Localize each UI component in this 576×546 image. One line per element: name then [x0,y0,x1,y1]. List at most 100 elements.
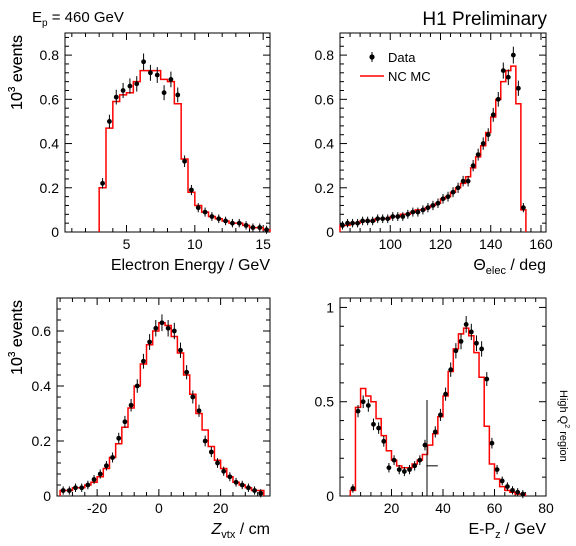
y-tick-label: 0.8 [40,47,60,63]
y-label-base: 10 [9,92,26,110]
y-label-exponent: 3 [7,86,18,92]
data-point [463,322,469,327]
data-point [340,222,345,228]
plot-frame [56,297,271,497]
data-point [128,402,134,408]
data-point [243,222,249,228]
data-point [216,216,222,222]
data-point [103,463,109,469]
data-point [458,338,464,344]
plot-frame [64,32,271,233]
data-point [168,77,174,82]
data-point [494,467,500,472]
x-tick-label: 20 [213,500,229,516]
x-tick-label: 10 [187,236,203,252]
data-point [500,68,506,73]
y-label-unit: events [9,300,26,352]
high-q2-superscript: 2 [563,424,570,428]
x-tick-label: 15 [255,236,271,252]
data-point [365,403,371,408]
data-point [381,438,387,444]
data-point [350,220,355,226]
data-point [395,214,401,219]
x-tick-label: 80 [538,500,554,516]
data-point [515,489,521,495]
y-label-unit: events [9,35,26,87]
data-point [504,484,510,489]
high-q2-region-note: High Q2 region [557,390,570,462]
data-point [400,214,406,219]
y-label-unit: events [9,300,26,352]
data-point [520,491,526,497]
data-point [380,216,386,222]
data-point [470,163,476,169]
data-point [510,487,515,493]
data-point [182,158,187,164]
data-point [147,339,153,345]
data-point [490,112,496,118]
data-point [227,474,233,480]
data-point [175,92,181,98]
data-point [154,72,160,78]
high-q2-suffix: region [557,428,569,462]
y-tick-label: 0.4 [40,136,60,152]
data-point [79,485,85,491]
data-point [350,486,356,491]
data-point [401,469,407,474]
data-point [468,329,474,335]
data-point [495,96,501,102]
data-point [110,455,115,460]
data-point [215,460,220,466]
data-point [202,438,208,444]
data-point [202,209,208,215]
data-point [60,488,66,493]
y-label-base: 10 [9,92,26,110]
data-point [505,74,511,80]
data-point [165,325,171,331]
x-axis-label: Θelec / deg [473,257,546,277]
data-point [257,225,263,230]
x-label-subscript: vtx [221,529,236,541]
x-label-unit: / deg [506,257,546,274]
data-point [85,482,91,488]
y-tick-label: 0 [51,224,59,240]
data-point [435,200,441,206]
data-point [189,187,194,193]
data-point [445,194,451,200]
y-label-unit: events [9,35,26,87]
y-tick-label: 0.6 [32,323,52,339]
x-label-unit: / GeV [501,521,547,538]
data-point [264,227,269,233]
x-label-symbol: Θ [473,257,485,274]
data-point [233,479,239,485]
y-tick-label: 0.4 [32,378,52,394]
y-tick-label: 0.8 [315,47,335,63]
data-point [438,412,443,418]
data-point [239,482,245,488]
data-point [391,457,397,463]
data-point [460,178,466,184]
x-tick-label: 120 [429,236,453,252]
data-point [425,205,431,211]
data-point [355,408,361,414]
data-point [465,178,471,184]
data-point [396,467,402,472]
x-label-subscript: z [495,529,501,541]
beam-energy-symbol: E [32,9,42,26]
x-label-unit: / cm [235,521,270,538]
y-tick-label: 0.2 [315,180,335,196]
x-label-subscript: elec [486,265,507,277]
data-point [407,467,412,472]
x-tick-label: 140 [479,236,503,252]
data-point [385,216,391,222]
data-point [258,490,264,496]
data-point [422,442,428,448]
data-point [120,88,126,93]
data-point [113,94,119,100]
x-label-symbol: E-P [468,521,495,538]
x-tick-label: 0 [155,500,163,516]
data-point [430,203,436,208]
data-point [365,218,371,224]
x-tick-label: 100 [379,236,403,252]
data-point [161,90,167,96]
